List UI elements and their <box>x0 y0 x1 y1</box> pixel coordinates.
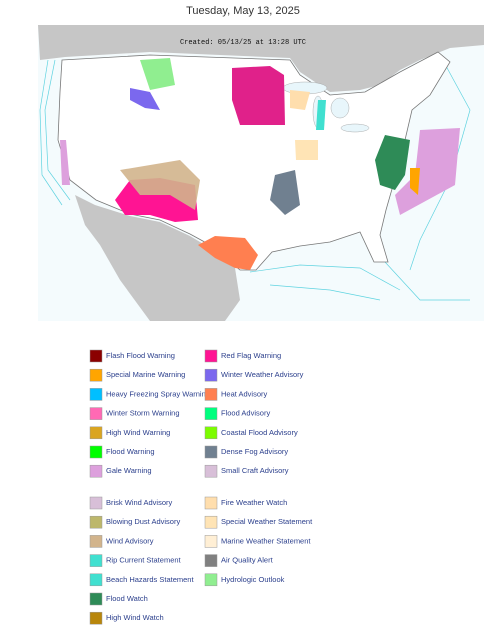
legend-swatch <box>204 554 218 567</box>
marine-zones <box>39 54 471 301</box>
legend-label: Red Flag Warning <box>221 351 281 360</box>
legend-swatch <box>89 349 103 363</box>
legend-label: Wind Advisory <box>106 536 154 545</box>
legend-label: Winter Storm Warning <box>106 409 180 418</box>
legend-label: Rip Current Statement <box>106 556 182 565</box>
legend-label: Small Craft Advisory <box>221 466 289 475</box>
legend-swatch <box>89 496 103 510</box>
mexico <box>75 195 240 321</box>
hazard-areas <box>60 58 460 270</box>
legend-label: Gale Warning <box>106 466 152 475</box>
legend-label: Flood Warning <box>106 447 155 456</box>
legend-label: Flood Advisory <box>221 409 270 418</box>
legend-swatch <box>89 388 103 401</box>
legend-label: Marine Weather Statement <box>221 536 311 545</box>
legend-swatch <box>204 368 218 382</box>
legend-label: Blowing Dust Advisory <box>106 517 180 526</box>
legend-swatch <box>89 535 103 548</box>
legend-label: Heavy Freezing Spray Warning <box>106 389 210 398</box>
legend-swatch <box>204 445 218 459</box>
legend-swatch <box>204 407 218 420</box>
legend-swatch <box>89 554 103 567</box>
legend-label: Special Marine Warning <box>106 370 185 379</box>
legend-swatch <box>204 496 218 510</box>
legend-swatch <box>204 535 218 548</box>
legend-label: Brisk Wind Advisory <box>106 498 173 507</box>
legend-label: Coastal Flood Advisory <box>221 428 298 437</box>
legend-swatch <box>89 515 103 529</box>
legend-label: Winter Weather Advisory <box>221 370 304 379</box>
legend-label: Fire Weather Watch <box>221 498 287 507</box>
legend-label: Heat Advisory <box>221 389 268 398</box>
canada <box>38 25 484 92</box>
legend-label: Dense Fog Advisory <box>221 447 288 456</box>
legend: Flash Flood Warning Special Marine Warnin… <box>89 349 313 625</box>
legend-label: Special Weather Statement <box>221 517 313 526</box>
legend-swatch <box>204 573 218 587</box>
legend-swatch <box>89 445 103 459</box>
legend-label: Air Quality Alert <box>221 556 274 565</box>
legend-swatch <box>89 611 103 625</box>
legend-swatch <box>89 573 103 587</box>
legend-swatch <box>204 426 218 440</box>
legend-swatch <box>89 426 103 440</box>
legend-swatch <box>204 349 218 363</box>
created-stamp: Created: 05/13/25 at 13:28 UTC <box>180 39 306 47</box>
legend-swatch <box>89 464 103 478</box>
legend-swatch <box>204 464 218 478</box>
legend-label: Flood Watch <box>106 594 148 603</box>
legend-label: High Wind Watch <box>106 613 164 622</box>
legend-swatch <box>89 592 103 606</box>
legend-label: Beach Hazards Statement <box>106 575 194 584</box>
date-title: Tuesday, May 13, 2025 <box>186 5 300 17</box>
legend-swatch <box>89 407 103 420</box>
legend-label: Flash Flood Warning <box>106 351 175 360</box>
legend-label: High Wind Warning <box>106 428 170 437</box>
legend-label: Hydrologic Outlook <box>221 575 285 584</box>
legend-swatch <box>89 368 103 382</box>
legend-swatch <box>204 515 218 529</box>
map: Created: 05/13/25 at 13:28 UTC <box>38 25 484 321</box>
legend-swatch <box>204 388 218 401</box>
